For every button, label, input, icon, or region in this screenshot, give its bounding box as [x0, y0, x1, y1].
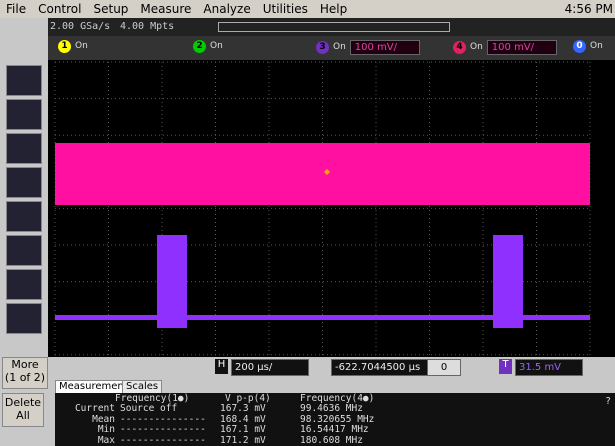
tool-icon[interactable] [6, 99, 42, 130]
help[interactable]: ? [605, 396, 611, 407]
cell: 168.4 mV [220, 413, 266, 425]
tool-icon[interactable] [6, 133, 42, 164]
cell: Source off [120, 403, 178, 414]
waveform-display [48, 60, 615, 357]
channel-number: 3 [316, 41, 329, 54]
cell: 180.608 MHz [300, 434, 363, 446]
tool-icon[interactable] [6, 235, 42, 266]
cell: --------------- [120, 413, 206, 425]
tool-icon[interactable] [6, 65, 42, 96]
channel[interactable]: 3 On 100 mV/ [316, 40, 420, 55]
menu-bar: File Control Setup Measure Analyze Utili… [0, 0, 615, 18]
tool-icon[interactable] [6, 201, 42, 232]
time-scale[interactable]: 200 µs/ [231, 359, 309, 376]
tool-icon[interactable] [6, 303, 42, 334]
menu-item[interactable]: File [6, 2, 27, 16]
tool-icon[interactable] [6, 269, 42, 300]
menu-item[interactable]: Utilities [262, 2, 308, 16]
channel-number: 2 [193, 40, 206, 53]
label: (1 of 2) [4, 371, 46, 384]
memory-depth: 4.00 Mpts [120, 21, 175, 32]
menu-item[interactable]: Setup [93, 2, 129, 16]
row-label: Mean [92, 413, 115, 425]
channel-row: 1 On 2 On 3 On 100 mV/ 4 On 100 mV/ 0 On [48, 36, 615, 60]
horizontal-label: H [215, 359, 228, 374]
header: Frequency(1●) [115, 393, 190, 404]
menu-item[interactable]: Control [38, 2, 82, 16]
channel[interactable]: 1 On [58, 40, 88, 53]
channel-state: On [210, 41, 223, 51]
channel-3-trace [55, 143, 590, 205]
menu-item[interactable]: Measure [140, 2, 192, 16]
acquisition-bar: 2.00 GSa/s 4.00 Mpts [48, 18, 615, 36]
channel-scale[interactable]: 100 mV/ [349, 40, 420, 55]
channel-state: On [75, 41, 88, 51]
channel-number: 4 [453, 41, 466, 54]
menu-item[interactable]: Analyze [203, 2, 251, 16]
measurements-table: Frequency(1●) V p-p(4) Frequency(4●) Cur… [55, 393, 615, 446]
trigger-label: T [499, 359, 512, 374]
label: More [11, 358, 39, 371]
channel-number: 0 [573, 40, 586, 53]
control-bar: H 200 µs/ -622.7044500 µs 0 T 31.5 mV [55, 357, 615, 378]
delay-step[interactable]: 0 [427, 359, 461, 376]
timeline [218, 22, 450, 32]
cell: --------------- [120, 434, 206, 446]
clock: 4:56 PM [564, 2, 613, 16]
cell: 171.2 mV [220, 434, 266, 446]
row-label: Min [97, 424, 115, 435]
channel-state: On [470, 42, 483, 52]
channel-4-trace [55, 315, 590, 320]
cell: 99.4636 MHz [300, 403, 363, 414]
delete-button[interactable]: Delete All [2, 393, 44, 427]
tool-icon[interactable] [6, 167, 42, 198]
sidebar: More (1 of 2) Delete All [0, 60, 48, 446]
trigger-level[interactable]: 31.5 mV [515, 359, 583, 376]
more-button[interactable]: More (1 of 2) [2, 357, 48, 389]
row-label: Current [74, 403, 115, 414]
header: Frequency(4●) [300, 393, 375, 404]
row-label: Max [97, 434, 115, 446]
delay[interactable]: -622.7044500 µs [331, 359, 429, 376]
channel[interactable]: 4 On 100 mV/ [453, 40, 557, 55]
cell: --------------- [120, 424, 206, 435]
channel[interactable]: 0 On [573, 40, 603, 53]
channel-state: On [333, 42, 346, 52]
cell: 16.54417 MHz [300, 424, 369, 435]
header: V p-p(4) [225, 393, 271, 404]
cell: 167.1 mV [220, 424, 266, 435]
channel-number: 1 [58, 40, 71, 53]
channel[interactable]: 2 On [193, 40, 223, 53]
cell: 98.320655 MHz [300, 413, 375, 425]
channel-state: On [590, 41, 603, 51]
menu-item[interactable]: Help [319, 2, 348, 16]
sample-rate: 2.00 GSa/s [50, 21, 111, 32]
channel-scale[interactable]: 100 mV/ [486, 40, 557, 55]
cell: 167.3 mV [220, 403, 266, 414]
